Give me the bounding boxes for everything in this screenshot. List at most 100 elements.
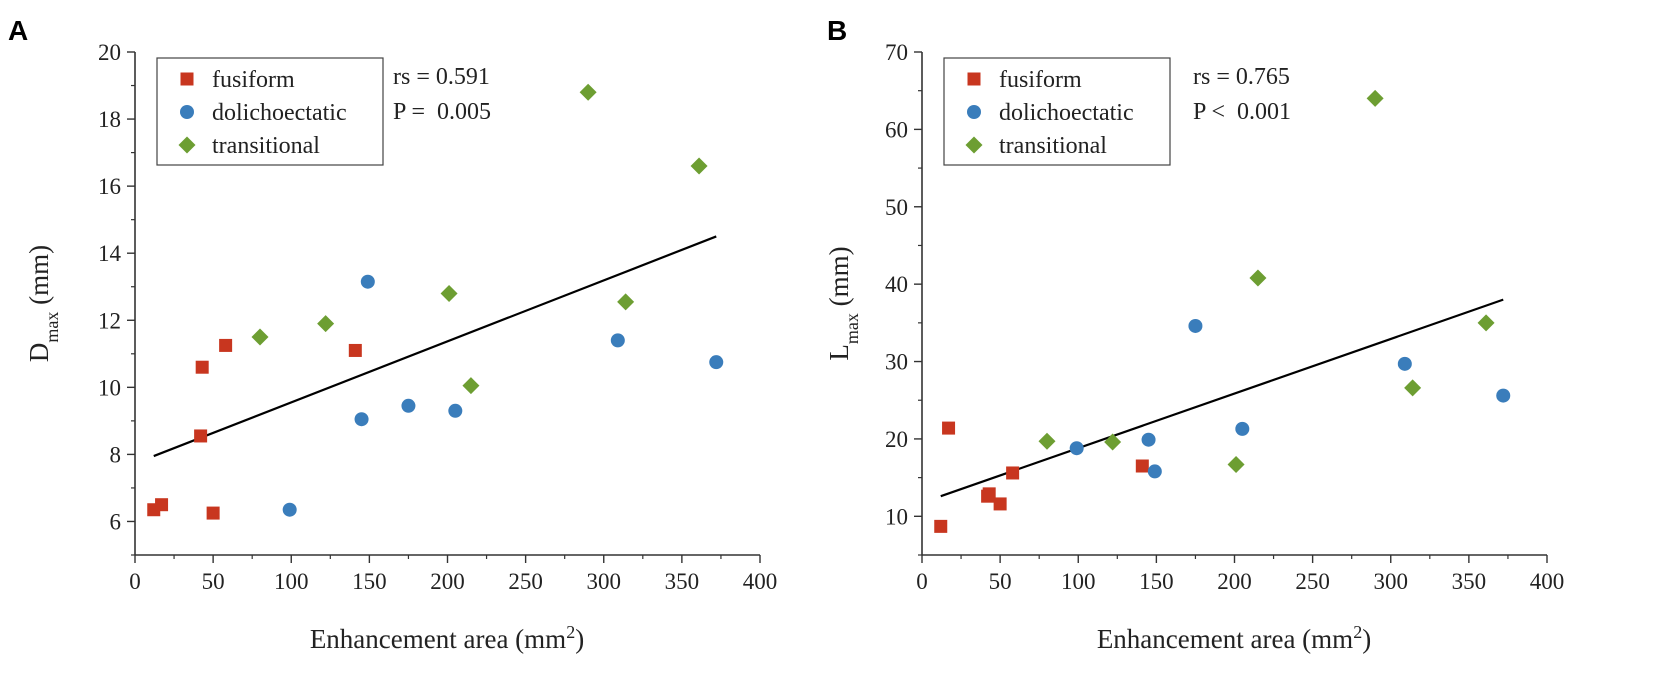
panel-a-y-tick-label: 10 bbox=[98, 375, 121, 400]
panel-a-point-dolichoectatic bbox=[709, 355, 724, 370]
panel-a-point-transitional bbox=[251, 328, 269, 346]
panel-a-stat-p: P = 0.005 bbox=[393, 99, 491, 125]
panel-b-y-tick-label: 30 bbox=[885, 350, 908, 375]
panel-a-fit-line bbox=[153, 235, 717, 458]
panel-a-x-tick-label: 350 bbox=[665, 569, 700, 594]
panel-b-legend-marker-transitional bbox=[965, 136, 983, 154]
panel-a-point-transitional bbox=[317, 315, 335, 333]
panel-a-x-tick-label: 50 bbox=[202, 569, 225, 594]
panel-b-stat-rs: rs = 0.765 bbox=[1193, 64, 1290, 90]
panel-b-point-fusiform bbox=[1135, 459, 1149, 473]
panel-b-point-transitional bbox=[1477, 314, 1495, 332]
panel-b-point-dolichoectatic bbox=[1397, 356, 1412, 371]
panel-a-x-tick-label: 200 bbox=[430, 569, 465, 594]
panel-a-x-tick-label: 250 bbox=[508, 569, 543, 594]
panel-a-y-tick-label: 18 bbox=[98, 107, 121, 132]
panel-a-point-dolichoectatic bbox=[282, 502, 297, 517]
panel-a-point-transitional bbox=[579, 83, 597, 101]
panel-b-x-tick-label: 350 bbox=[1452, 569, 1487, 594]
panel-b-legend-marker-fusiform bbox=[967, 72, 981, 86]
panel-b-x-tick-label: 100 bbox=[1061, 569, 1096, 594]
panel-b-x-tick-label: 200 bbox=[1217, 569, 1252, 594]
panel-b-x-tick-label: 150 bbox=[1139, 569, 1174, 594]
panel-b-legend-label-fusiform: fusiform bbox=[999, 67, 1082, 93]
panel-a-point-dolichoectatic bbox=[401, 398, 416, 413]
panel-a-legend-marker-fusiform bbox=[180, 72, 194, 86]
panel-b-legend: fusiform dolichoectatic transitional bbox=[943, 57, 1171, 166]
panel-a-x-tick-label: 300 bbox=[587, 569, 622, 594]
panel-b-point-dolichoectatic bbox=[1188, 318, 1203, 333]
panel-b-x-tick-label: 250 bbox=[1295, 569, 1330, 594]
panel-a-legend-label-dolichoectatic: dolichoectatic bbox=[212, 100, 347, 126]
panel-a-legend-box bbox=[156, 57, 384, 166]
panel-b-y-axis-title: Lmax (mm) bbox=[824, 246, 862, 360]
panel-a-point-dolichoectatic bbox=[354, 412, 369, 427]
panel-b-point-transitional bbox=[1404, 379, 1422, 397]
panel-a-stat-rs: rs = 0.591 bbox=[393, 64, 490, 90]
panel-a-legend-label-fusiform: fusiform bbox=[212, 67, 295, 93]
panel-a-point-transitional bbox=[440, 284, 458, 302]
panel-b-y-tick-label: 10 bbox=[885, 504, 908, 529]
panel-b-y-tick-label: 50 bbox=[885, 195, 908, 220]
panel-a-point-transitional bbox=[690, 157, 708, 175]
panel-b-legend-box bbox=[943, 57, 1171, 166]
panel-b-point-dolichoectatic bbox=[1147, 464, 1162, 479]
panel-a-point-dolichoectatic bbox=[448, 403, 463, 418]
panel-a-y-axis-title: Dmax (mm) bbox=[24, 245, 62, 362]
panel-a-point-transitional bbox=[617, 293, 635, 311]
panel-a-point-dolichoectatic bbox=[360, 274, 375, 289]
panel-b-stat-p: P < 0.001 bbox=[1193, 99, 1291, 125]
panel-b-point-transitional bbox=[1366, 89, 1384, 107]
panel-a-y-tick-label: 14 bbox=[98, 241, 122, 266]
panel-b-fit-line bbox=[940, 298, 1504, 498]
panel-b-point-dolichoectatic bbox=[1141, 432, 1156, 447]
panel-b-point-dolichoectatic bbox=[1496, 388, 1511, 403]
panel-a-point-transitional bbox=[462, 377, 480, 395]
panel-a-x-tick-label: 150 bbox=[352, 569, 387, 594]
panel-a-point-fusiform bbox=[206, 506, 220, 520]
panel-a-point-fusiform bbox=[348, 343, 362, 357]
panel-b-point-fusiform bbox=[982, 487, 996, 501]
panel-b-x-axis-title: Enhancement area (mm2) bbox=[1097, 622, 1371, 654]
panel-a-y-tick-label: 6 bbox=[110, 509, 122, 534]
panel-a-x-tick-label: 400 bbox=[743, 569, 778, 594]
panel-b-point-transitional bbox=[1249, 269, 1267, 287]
panel-a-point-dolichoectatic bbox=[610, 333, 625, 348]
panel-b-letter: B bbox=[827, 15, 847, 46]
panel-a-letter: A bbox=[8, 15, 28, 46]
panel-b-point-transitional bbox=[1104, 433, 1122, 451]
panel-a-x-axis-title: Enhancement area (mm2) bbox=[310, 622, 584, 654]
panel-a-y-tick-label: 12 bbox=[98, 308, 121, 333]
panel-b-x-tick-label: 300 bbox=[1374, 569, 1409, 594]
panel-b-point-dolichoectatic bbox=[1069, 441, 1084, 456]
panel-b-point-fusiform bbox=[942, 421, 956, 435]
panel-a-point-fusiform bbox=[195, 360, 209, 374]
panel-a-point-fusiform bbox=[194, 429, 208, 443]
panel-a-legend-marker-transitional bbox=[178, 136, 196, 154]
panel-b-legend-label-dolichoectatic: dolichoectatic bbox=[999, 100, 1134, 126]
panel-a-y-tick-label: 20 bbox=[98, 40, 121, 65]
panel-a-legend-marker-dolichoectatic bbox=[180, 105, 194, 119]
panel-a-x-tick-label: 0 bbox=[129, 569, 141, 594]
panel-b-y-tick-label: 20 bbox=[885, 427, 908, 452]
panel-b-point-transitional bbox=[1227, 455, 1245, 473]
panel-b-point-transitional bbox=[1038, 432, 1056, 450]
panel-b-chart: B 0 50 100 150 200 250 300 350 400 10 20 30 40 50 60 70 E… bbox=[824, 15, 1564, 654]
panel-b-point-dolichoectatic bbox=[1235, 421, 1250, 436]
panel-a-x-tick-label: 100 bbox=[274, 569, 309, 594]
panel-b-legend-label-transitional: transitional bbox=[999, 133, 1107, 159]
panel-a-legend: fusiform dolichoectatic transitional bbox=[156, 57, 384, 166]
panel-b-y-tick-label: 70 bbox=[885, 40, 908, 65]
panel-b-x-tick-label: 50 bbox=[989, 569, 1012, 594]
panel-b-legend-marker-dolichoectatic bbox=[967, 105, 981, 119]
panel-b-y-tick-label: 60 bbox=[885, 117, 908, 142]
panel-a-legend-label-transitional: transitional bbox=[212, 133, 320, 159]
panel-b-point-fusiform bbox=[934, 519, 948, 533]
panel-b-x-tick-label: 0 bbox=[916, 569, 928, 594]
panel-a-y-tick-label: 16 bbox=[98, 174, 121, 199]
panel-b-point-fusiform bbox=[1006, 466, 1020, 480]
panel-b-point-fusiform bbox=[993, 497, 1007, 511]
panel-b-y-tick-label: 40 bbox=[885, 272, 908, 297]
panel-a-point-fusiform bbox=[155, 498, 169, 512]
